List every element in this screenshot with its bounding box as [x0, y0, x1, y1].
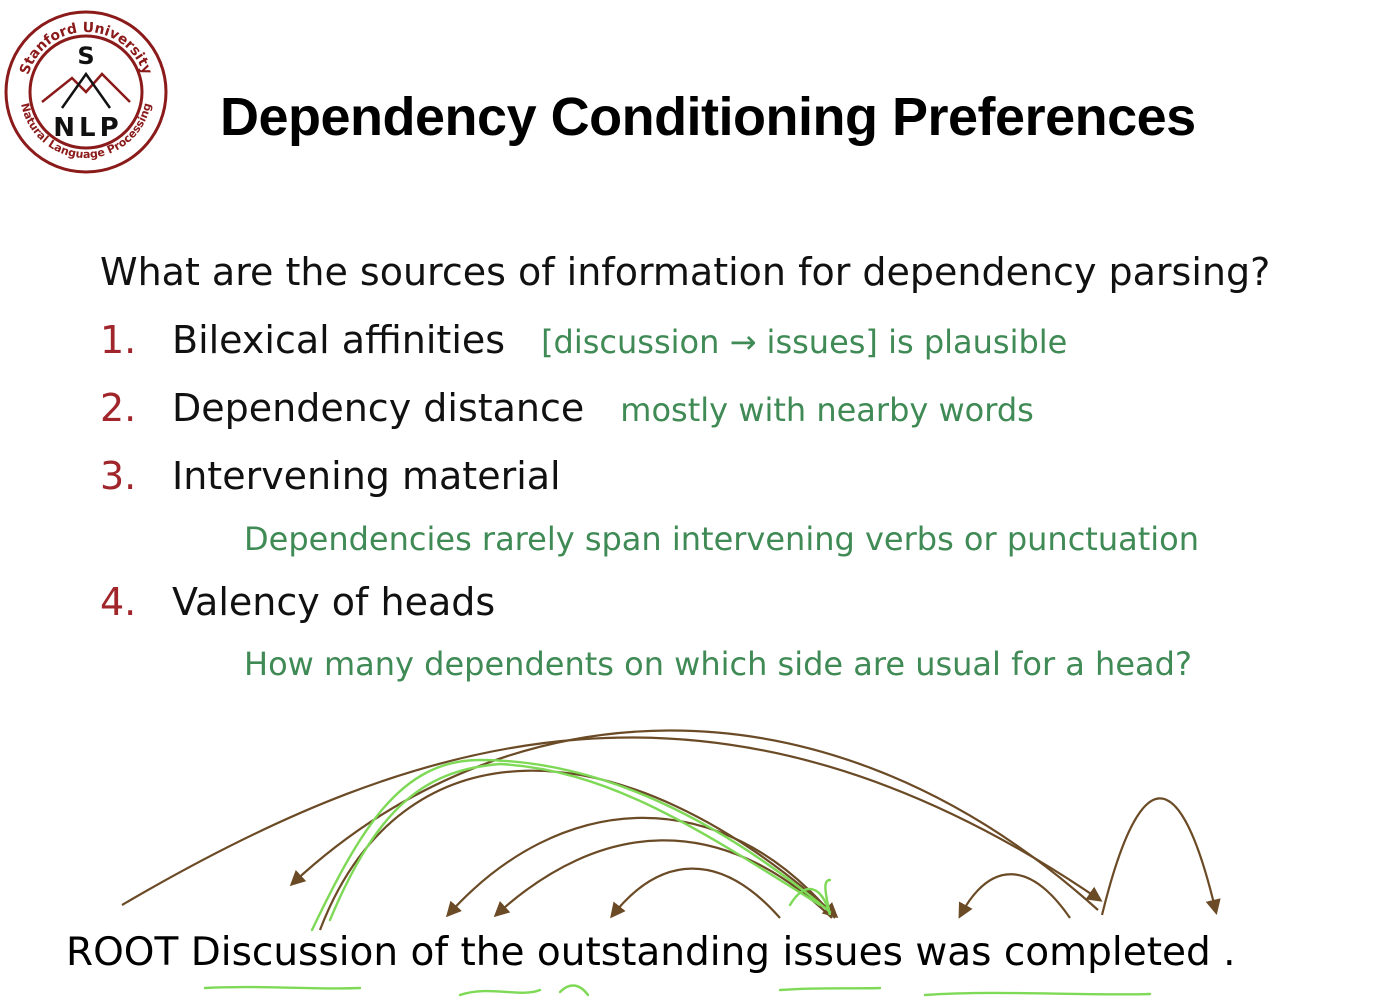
arc-completed-discussion [289, 729, 1099, 911]
item-note: [discussion → issues] is plausible [541, 323, 1068, 361]
item-note: mostly with nearby words [620, 391, 1034, 429]
item-number: 2. [100, 386, 137, 430]
item-label: Bilexical affinities [172, 318, 506, 362]
list-item-2: 2. Dependency distance mostly with nearby … [100, 386, 1034, 430]
item-number: 1. [100, 318, 137, 362]
arc-issues-outstanding [610, 867, 781, 919]
handwritten-annotation [310, 758, 832, 932]
arc-root-completed [121, 736, 1103, 906]
item-label: Dependency distance [172, 386, 585, 430]
item-label: Intervening material [172, 454, 561, 498]
logo-mountain-icon [41, 72, 131, 103]
item-number: 4. [100, 580, 137, 624]
list-item-4: 4. Valency of heads [100, 580, 495, 624]
item-4-subnote: How many dependents on which side are us… [244, 645, 1192, 683]
item-label: Valency of heads [172, 580, 496, 624]
list-item-1: 1. Bilexical affinities [discussion → issu… [100, 318, 1067, 362]
arc-issues-the [493, 839, 833, 919]
arc-discussion-issues [318, 769, 839, 931]
list-item-3: 3. Intervening material [100, 454, 561, 498]
logo-letter-s: S [77, 42, 94, 70]
arc-issues-of [445, 816, 836, 919]
item-number: 3. [100, 454, 137, 498]
arc-completed-period [1100, 797, 1221, 916]
example-sentence: ROOT Discussion of the outstanding issue… [66, 930, 1236, 975]
question-text: What are the sources of information for … [100, 250, 1271, 294]
item-3-subnote: Dependencies rarely span intervening ver… [244, 520, 1200, 558]
stanford-nlp-logo: Stanford University Natural Language Pro… [4, 10, 168, 174]
logo-letters: NLP [53, 113, 122, 143]
arc-completed-was [958, 873, 1071, 919]
underline-annotation [203, 985, 362, 990]
slide-title: Dependency Conditioning Preferences [220, 87, 1196, 147]
